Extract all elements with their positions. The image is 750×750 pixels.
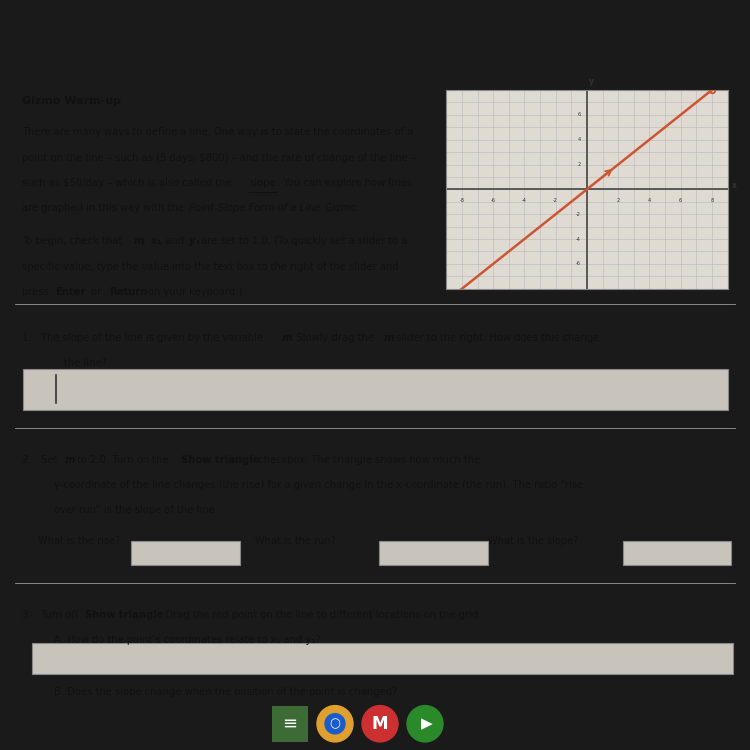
Text: -6: -6 <box>490 198 496 203</box>
Text: A. How do the point’s coordinates relate to x₁ and y₁?: A. How do the point’s coordinates relate… <box>54 635 321 645</box>
Text: 2: 2 <box>616 198 620 203</box>
Text: x: x <box>732 182 737 190</box>
Text: on your keyboard.): on your keyboard.) <box>145 286 242 297</box>
Text: ○: ○ <box>329 717 340 730</box>
Circle shape <box>325 714 345 734</box>
Text: What is the slope?: What is the slope? <box>488 536 578 545</box>
Text: 8: 8 <box>710 198 713 203</box>
Text: Enter: Enter <box>56 286 86 297</box>
Text: What is the run?: What is the run? <box>255 536 336 545</box>
Text: -4: -4 <box>576 236 580 242</box>
Text: y: y <box>589 77 594 86</box>
Text: are graphed in this way with the: are graphed in this way with the <box>22 203 188 213</box>
Text: x₁: x₁ <box>150 236 160 246</box>
Text: specific value, type the value into the text box to the right of the slider and: specific value, type the value into the … <box>22 262 399 272</box>
Circle shape <box>362 706 398 742</box>
Text: M: M <box>372 715 388 733</box>
Bar <box>272 706 308 742</box>
Text: To begin, check that: To begin, check that <box>22 236 126 246</box>
Text: 3.   Turn off: 3. Turn off <box>22 610 82 620</box>
Circle shape <box>407 706 443 742</box>
Text: or: or <box>88 286 104 297</box>
Text: point on the line – such as (5 days, $800) – and the rate of change of the line : point on the line – such as (5 days, $80… <box>22 152 416 163</box>
Text: Gizmo.: Gizmo. <box>322 203 360 213</box>
Text: What is the rise?: What is the rise? <box>38 536 120 545</box>
Text: There are many ways to define a line. One way is to state the coordinates of a: There are many ways to define a line. On… <box>22 128 414 137</box>
Circle shape <box>317 706 353 742</box>
Text: to 2.0. Turn on the: to 2.0. Turn on the <box>74 455 171 465</box>
Text: over run” is the slope of the line.: over run” is the slope of the line. <box>54 506 218 515</box>
Text: y₁: y₁ <box>189 236 200 246</box>
Text: slope: slope <box>249 178 275 188</box>
Text: 6: 6 <box>679 198 682 203</box>
Text: m: m <box>64 455 75 465</box>
Text: . Slowly drag the: . Slowly drag the <box>290 333 377 343</box>
FancyBboxPatch shape <box>22 369 728 410</box>
Text: . Drag the red point on the line to different locations on the grid.: . Drag the red point on the line to diff… <box>159 610 482 620</box>
Text: 2.   Set: 2. Set <box>22 455 61 465</box>
Text: ,: , <box>142 236 148 246</box>
Text: 2: 2 <box>578 162 580 167</box>
Text: Show triangle: Show triangle <box>85 610 164 620</box>
Text: press: press <box>22 286 53 297</box>
Text: checkbox. The triangle shows how much the: checkbox. The triangle shows how much th… <box>255 455 480 465</box>
Text: Point-Slope Form of a Line: Point-Slope Form of a Line <box>189 203 320 213</box>
Text: ▶: ▶ <box>422 716 433 731</box>
Text: -4: -4 <box>522 198 526 203</box>
Text: Return: Return <box>109 286 147 297</box>
Text: m: m <box>384 333 394 343</box>
FancyBboxPatch shape <box>131 541 240 565</box>
Text: are set to 1.0. (To quickly set a slider to a: are set to 1.0. (To quickly set a slider… <box>198 236 407 246</box>
Text: -6: -6 <box>576 262 580 266</box>
Text: m: m <box>134 236 144 246</box>
Text: 1.   The slope of the line is given by the variable: 1. The slope of the line is given by the… <box>22 333 267 343</box>
Text: m: m <box>281 333 292 343</box>
Text: -2: -2 <box>554 198 558 203</box>
Text: such as $50/day – which is also called the: such as $50/day – which is also called t… <box>22 178 236 188</box>
FancyBboxPatch shape <box>622 541 731 565</box>
Text: the line?: the line? <box>64 358 106 368</box>
FancyBboxPatch shape <box>379 541 488 565</box>
Text: Gizmo Warm-up: Gizmo Warm-up <box>22 96 122 106</box>
Text: Show triangle: Show triangle <box>181 455 260 465</box>
Text: 6: 6 <box>578 112 580 117</box>
Text: ≡: ≡ <box>283 715 298 733</box>
Text: , and: , and <box>159 236 188 246</box>
Text: -2: -2 <box>576 211 580 217</box>
Text: 4: 4 <box>648 198 651 203</box>
Text: slider to the right. How does this change: slider to the right. How does this chang… <box>393 333 599 343</box>
Text: 4: 4 <box>578 137 580 142</box>
Text: . You can explore how lines: . You can explore how lines <box>278 178 412 188</box>
Text: -8: -8 <box>460 198 464 203</box>
Text: y-coordinate of the line changes (the rise) for a given change in the x-coordina: y-coordinate of the line changes (the ri… <box>54 480 584 490</box>
Text: B. Does the slope change when the position of the point is changed?: B. Does the slope change when the positi… <box>54 687 398 697</box>
FancyBboxPatch shape <box>32 643 733 674</box>
